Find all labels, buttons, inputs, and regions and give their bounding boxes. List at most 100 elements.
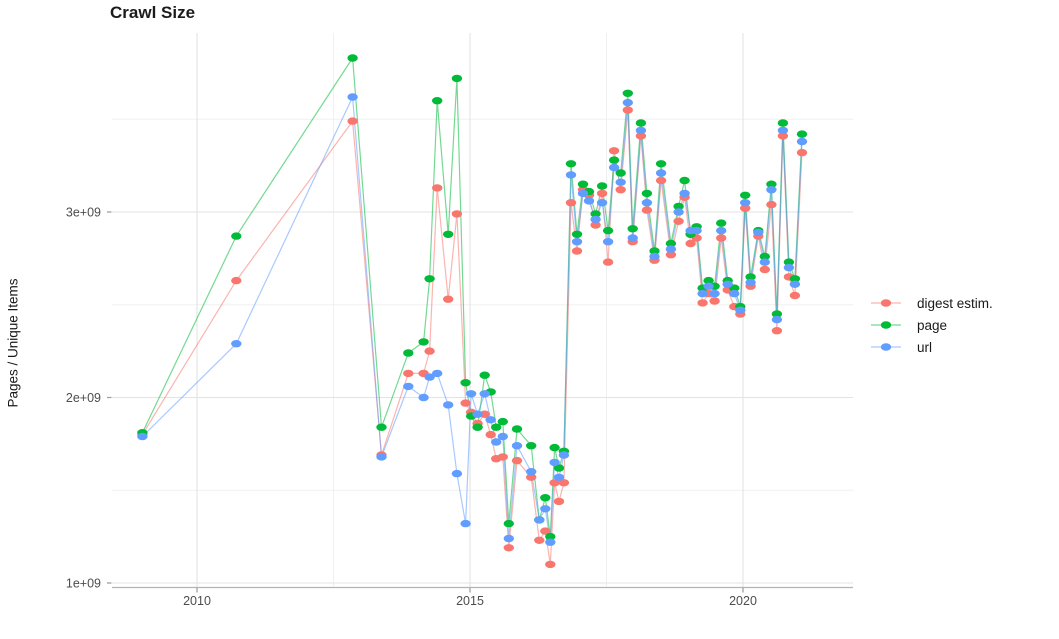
y-tick-label-3e+09: 3e+09 xyxy=(66,205,101,219)
data-point xyxy=(766,200,777,209)
data-point xyxy=(558,451,570,459)
data-point xyxy=(511,425,523,433)
data-point xyxy=(649,247,660,255)
data-point xyxy=(432,184,443,192)
data-point xyxy=(673,202,684,211)
data-point xyxy=(771,315,783,324)
data-point xyxy=(703,282,714,290)
data-point xyxy=(789,275,801,283)
data-point xyxy=(511,442,523,450)
data-point xyxy=(571,230,583,238)
data-point xyxy=(622,106,633,114)
data-point xyxy=(549,479,560,487)
data-point xyxy=(602,238,614,246)
data-point xyxy=(635,119,647,127)
data-point xyxy=(615,169,626,177)
data-point xyxy=(665,251,677,259)
data-point xyxy=(443,401,454,409)
data-point xyxy=(740,199,751,207)
data-point xyxy=(472,423,483,431)
data-point xyxy=(451,74,463,83)
data-point xyxy=(759,252,770,261)
data-point xyxy=(553,473,565,481)
data-point xyxy=(424,373,435,381)
y-axis-title: Pages / Unique Items xyxy=(5,278,21,408)
data-point xyxy=(511,456,523,465)
legend-item-digest-estim-: digest estim. xyxy=(870,292,993,314)
data-point xyxy=(655,160,667,168)
data-point xyxy=(716,226,727,235)
data-point xyxy=(608,147,620,155)
data-point xyxy=(403,349,414,357)
data-point xyxy=(665,239,677,248)
data-point xyxy=(231,232,242,240)
data-point xyxy=(622,98,633,107)
data-point xyxy=(558,479,570,487)
legend-key-icon xyxy=(871,343,901,351)
data-point xyxy=(491,438,502,446)
data-point xyxy=(503,534,514,543)
data-point xyxy=(627,234,638,242)
data-point xyxy=(716,219,727,227)
data-point xyxy=(783,263,795,272)
data-point xyxy=(534,536,545,544)
data-point xyxy=(491,423,502,431)
data-point xyxy=(771,310,783,318)
data-point xyxy=(796,148,808,157)
data-point xyxy=(641,189,653,198)
data-point xyxy=(553,464,565,472)
data-point xyxy=(485,416,496,424)
data-point xyxy=(709,289,720,298)
data-point xyxy=(549,443,560,452)
data-point xyxy=(443,230,454,238)
data-point xyxy=(622,89,633,98)
legend-label: url xyxy=(917,339,933,355)
data-point xyxy=(571,238,583,246)
data-point xyxy=(565,171,577,179)
data-point xyxy=(432,369,443,378)
data-point xyxy=(503,544,514,552)
data-point xyxy=(545,560,556,569)
data-point xyxy=(766,180,777,188)
data-point xyxy=(347,93,358,101)
data-point xyxy=(635,132,647,140)
data-point xyxy=(753,228,764,237)
data-point xyxy=(697,289,708,298)
data-point xyxy=(534,516,545,524)
data-point xyxy=(641,206,653,214)
data-point xyxy=(703,276,714,285)
data-point xyxy=(745,278,756,287)
data-point xyxy=(691,226,702,235)
data-point xyxy=(649,252,660,261)
data-point xyxy=(485,430,496,439)
data-point xyxy=(540,494,551,502)
data-point xyxy=(403,382,414,391)
data-point xyxy=(376,453,387,461)
data-point xyxy=(479,390,490,398)
data-point xyxy=(545,532,556,541)
data-point xyxy=(735,306,746,314)
y-tick-label-2e+09: 2e+09 xyxy=(66,391,101,405)
data-point xyxy=(571,247,583,255)
data-point xyxy=(231,276,242,285)
data-point xyxy=(697,299,708,307)
data-point xyxy=(583,197,595,205)
data-point xyxy=(549,458,560,467)
y-tick-label-1e+09: 1e+09 xyxy=(66,576,101,590)
data-point xyxy=(679,176,690,185)
data-point xyxy=(709,297,720,305)
data-point xyxy=(137,432,148,441)
legend: digest estim. page url xyxy=(870,292,993,358)
data-point xyxy=(608,156,620,164)
series-line-url xyxy=(141,96,803,543)
data-point xyxy=(655,176,667,185)
data-point xyxy=(497,432,508,441)
data-point xyxy=(596,189,608,198)
data-point xyxy=(679,189,690,198)
x-tick-label-2010: 2010 xyxy=(183,594,211,608)
data-point xyxy=(635,126,647,135)
data-point xyxy=(479,371,490,379)
data-point xyxy=(424,347,435,355)
data-point xyxy=(460,399,471,407)
